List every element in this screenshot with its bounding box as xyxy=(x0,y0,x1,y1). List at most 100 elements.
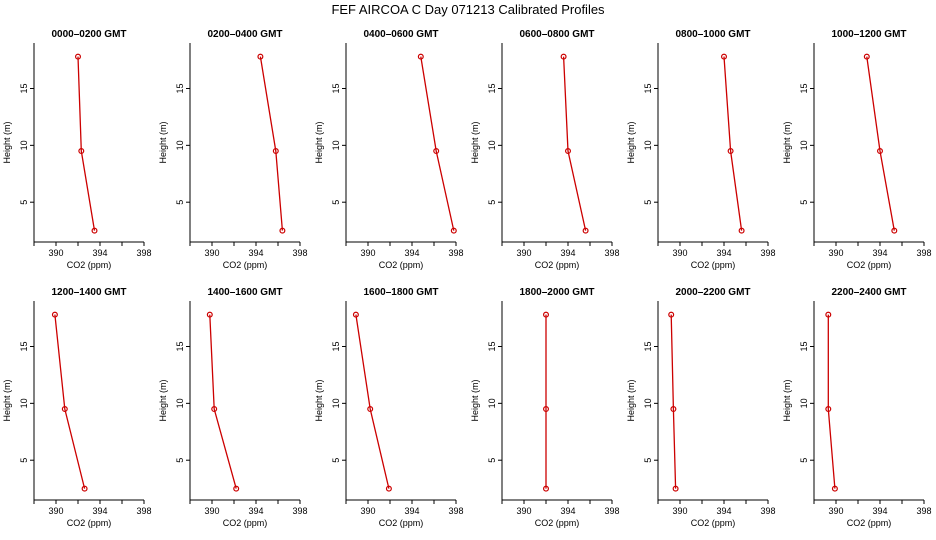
y-tick-label: 10 xyxy=(331,140,341,150)
y-tick-label: 15 xyxy=(331,83,341,93)
x-tick-label: 398 xyxy=(604,506,619,516)
y-tick-label: 10 xyxy=(487,140,497,150)
x-axis-label: CO2 (ppm) xyxy=(535,518,580,528)
profile-point xyxy=(891,227,898,234)
x-tick-label: 394 xyxy=(560,248,575,258)
y-tick-label: 5 xyxy=(799,200,809,205)
y-tick-label: 15 xyxy=(643,83,653,93)
panel-title: 1200–1400 GMT xyxy=(51,287,126,298)
x-axis-label: CO2 (ppm) xyxy=(67,260,112,270)
profile-line xyxy=(827,314,836,489)
profile-point xyxy=(668,311,675,318)
profile-point xyxy=(672,485,679,492)
x-tick-label: 390 xyxy=(360,248,375,258)
y-tick-label: 10 xyxy=(487,398,497,408)
profile-line xyxy=(562,56,587,231)
profile-point xyxy=(825,406,832,413)
x-tick-label: 394 xyxy=(92,506,107,516)
profile-point xyxy=(367,406,374,413)
panel-7: 1400–1600 GMT 390 394 398 5 10 15 CO2 (ppm) Heig… xyxy=(158,287,308,528)
x-tick-label: 394 xyxy=(872,248,887,258)
profile-line xyxy=(259,56,284,231)
x-tick-label: 394 xyxy=(560,506,575,516)
x-axis-label: CO2 (ppm) xyxy=(691,260,736,270)
y-axis-label: Height (m) xyxy=(626,121,636,163)
x-tick-label: 394 xyxy=(716,506,731,516)
profile-point xyxy=(206,311,213,318)
panel-title: 0800–1000 GMT xyxy=(675,29,750,40)
x-tick-label: 398 xyxy=(760,506,775,516)
profile-line xyxy=(209,314,237,489)
x-axis-label: CO2 (ppm) xyxy=(847,260,892,270)
y-tick-label: 5 xyxy=(643,200,653,205)
profile-line xyxy=(866,56,895,231)
panel-title: 2200–2400 GMT xyxy=(831,287,906,298)
profile-point xyxy=(279,227,286,234)
y-tick-label: 15 xyxy=(175,341,185,351)
panel-1: 0200–0400 GMT 390 394 398 5 10 15 CO2 (ppm) Heig… xyxy=(158,29,308,270)
y-axis-label: Height (m) xyxy=(782,121,792,163)
y-axis-label: Height (m) xyxy=(158,121,168,163)
profile-line xyxy=(670,314,677,489)
profile-point xyxy=(560,53,567,60)
y-tick-label: 15 xyxy=(19,83,29,93)
panel-title: 1800–2000 GMT xyxy=(519,287,594,298)
y-axis-label: Height (m) xyxy=(2,121,12,163)
x-tick-label: 394 xyxy=(404,248,419,258)
profile-point xyxy=(211,406,218,413)
profile-point xyxy=(417,53,424,60)
profile-line xyxy=(420,56,455,231)
x-tick-label: 390 xyxy=(828,248,843,258)
y-axis-label: Height (m) xyxy=(314,121,324,163)
x-tick-label: 394 xyxy=(404,506,419,516)
panel-9: 1800–2000 GMT 390 394 398 5 10 15 CO2 (ppm) Heig… xyxy=(470,287,620,528)
x-axis-label: CO2 (ppm) xyxy=(847,518,892,528)
x-tick-label: 398 xyxy=(916,248,931,258)
y-tick-label: 15 xyxy=(643,341,653,351)
profile-point xyxy=(233,485,240,492)
y-tick-label: 5 xyxy=(487,200,497,205)
profile-point xyxy=(670,406,677,413)
y-tick-label: 10 xyxy=(175,140,185,150)
y-axis-label: Height (m) xyxy=(314,379,324,421)
x-tick-label: 394 xyxy=(872,506,887,516)
figure-title: FEF AIRCOA C Day 071213 Calibrated Profi… xyxy=(331,2,605,17)
profile-point xyxy=(51,311,58,318)
x-tick-label: 398 xyxy=(136,506,151,516)
y-tick-label: 10 xyxy=(19,398,29,408)
panel-title: 1600–1800 GMT xyxy=(363,287,438,298)
profile-point xyxy=(720,53,727,60)
y-tick-label: 5 xyxy=(19,200,29,205)
x-tick-label: 390 xyxy=(204,506,219,516)
y-axis-label: Height (m) xyxy=(2,379,12,421)
x-tick-label: 390 xyxy=(516,506,531,516)
x-tick-label: 390 xyxy=(360,506,375,516)
profile-point xyxy=(542,311,549,318)
x-tick-label: 398 xyxy=(604,248,619,258)
profile-point xyxy=(450,227,457,234)
x-tick-label: 394 xyxy=(716,248,731,258)
y-tick-label: 15 xyxy=(799,341,809,351)
y-tick-label: 15 xyxy=(175,83,185,93)
x-tick-label: 390 xyxy=(48,248,63,258)
profile-point xyxy=(433,148,440,155)
profile-point xyxy=(352,311,359,318)
x-tick-label: 398 xyxy=(448,506,463,516)
profile-line xyxy=(54,314,86,489)
x-tick-label: 398 xyxy=(136,248,151,258)
profile-point xyxy=(81,485,88,492)
y-tick-label: 15 xyxy=(331,341,341,351)
profile-line xyxy=(355,314,390,489)
y-tick-label: 10 xyxy=(643,398,653,408)
y-axis-label: Height (m) xyxy=(626,379,636,421)
profile-point xyxy=(542,485,549,492)
panel-6: 1200–1400 GMT 390 394 398 5 10 15 CO2 (ppm) Heig… xyxy=(2,287,152,528)
panel-5: 1000–1200 GMT 390 394 398 5 10 15 CO2 (ppm) Heig… xyxy=(782,29,932,270)
profile-point xyxy=(542,406,549,413)
panel-4: 0800–1000 GMT 390 394 398 5 10 15 CO2 (ppm) Heig… xyxy=(626,29,776,270)
panel-11: 2200–2400 GMT 390 394 398 5 10 15 CO2 (ppm) Heig… xyxy=(782,287,932,528)
x-tick-label: 398 xyxy=(292,248,307,258)
panel-title: 1000–1200 GMT xyxy=(831,29,906,40)
x-axis-label: CO2 (ppm) xyxy=(379,518,424,528)
